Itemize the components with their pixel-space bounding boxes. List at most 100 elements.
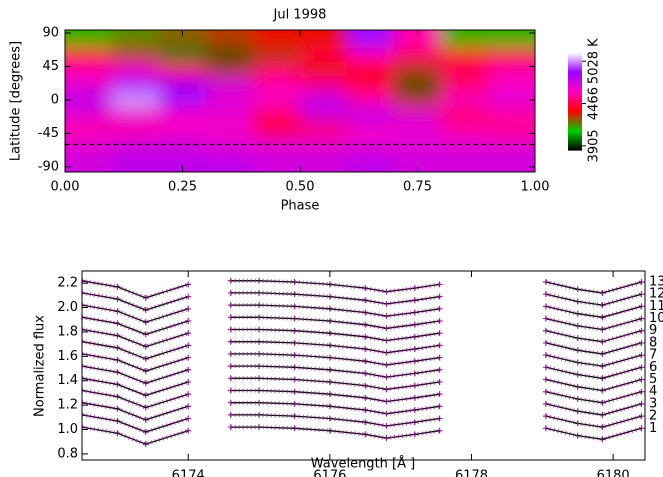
- colorbar-step: [568, 57, 582, 59]
- map-cell: [394, 92, 442, 108]
- map-cell: [347, 92, 395, 108]
- colorbar-step: [568, 87, 582, 89]
- colorbar-step: [568, 92, 582, 94]
- map-cell: [441, 92, 489, 108]
- colorbar-step: [568, 133, 582, 135]
- colorbar-step: [568, 90, 582, 92]
- spectra: [82, 277, 645, 448]
- model-line: [82, 341, 642, 360]
- map-cell: [253, 47, 301, 64]
- colorbar-step: [568, 59, 582, 61]
- map-cell: [206, 47, 254, 64]
- colorbar-step: [568, 64, 582, 66]
- colorbar-step: [568, 112, 582, 114]
- y-tick-label: 1.2: [57, 398, 78, 413]
- colorbar-step: [568, 129, 582, 131]
- observed-line: [82, 315, 643, 337]
- colorbar-step: [568, 97, 582, 99]
- map-cell: [300, 47, 348, 64]
- y-tick-label: 0: [51, 92, 59, 107]
- colorbar-step: [568, 79, 582, 81]
- map-cell: [253, 62, 301, 79]
- series-label: 13: [649, 274, 663, 289]
- colorbar-step: [568, 148, 582, 150]
- colorbar-step: [568, 135, 582, 137]
- colorbar-step: [568, 132, 582, 134]
- map-cell: [253, 107, 301, 123]
- colorbar-step: [568, 60, 582, 62]
- map-cell: [394, 62, 442, 79]
- series-label: 3: [649, 396, 657, 411]
- map-cell: [112, 137, 160, 153]
- map-cell: [347, 107, 395, 123]
- colorbar-step: [568, 119, 582, 121]
- colorbar-step: [568, 113, 582, 115]
- map-cell: [300, 77, 348, 93]
- colorbar-step: [568, 94, 582, 96]
- colorbar-step: [568, 52, 582, 54]
- observed-line: [82, 339, 643, 361]
- colorbar-step: [568, 73, 582, 75]
- map-cell: [206, 92, 254, 108]
- map-cell: [488, 77, 535, 93]
- map-cell: [65, 107, 113, 123]
- map: [65, 30, 535, 172]
- y-tick-label: 1.0: [57, 422, 78, 437]
- map-cell: [394, 47, 442, 64]
- map-cell: [253, 92, 301, 108]
- map-cell: [65, 151, 113, 172]
- map-cell: [347, 62, 395, 79]
- colorbar-step: [568, 106, 582, 108]
- map-cell: [112, 30, 160, 49]
- y-tick-label: 2.0: [57, 300, 78, 315]
- colorbar-step: [568, 98, 582, 100]
- observed-line: [82, 327, 643, 349]
- map-cell: [347, 47, 395, 64]
- y-tick-label: 90: [42, 25, 59, 40]
- map-cell: [65, 122, 113, 138]
- colorbar-step: [568, 72, 582, 74]
- map-cell: [347, 122, 395, 138]
- map-cell: [394, 107, 442, 123]
- colorbar-step: [568, 93, 582, 95]
- observed-line: [82, 303, 643, 325]
- colorbar-step: [568, 122, 582, 124]
- colorbar-step: [568, 104, 582, 106]
- colorbar-step: [568, 137, 582, 139]
- series-label: 12: [649, 287, 663, 302]
- series-label: 5: [649, 372, 657, 387]
- observed-line: [82, 351, 643, 374]
- colorbar-step: [568, 61, 582, 63]
- colorbar-step: [568, 77, 582, 79]
- model-line: [82, 316, 642, 336]
- colorbar-tick-label: 3905: [587, 129, 602, 162]
- colorbar-step: [568, 91, 582, 93]
- colorbar-step: [568, 142, 582, 144]
- map-cell: [112, 151, 160, 172]
- y-tick-label: 2.2: [57, 276, 78, 291]
- map-cell: [441, 107, 489, 123]
- map-cell: [159, 30, 207, 49]
- colorbar-step: [568, 146, 582, 148]
- observed-line: [82, 290, 643, 313]
- series-label: 10: [649, 311, 663, 326]
- map-cell: [206, 107, 254, 123]
- map-cell: [112, 77, 160, 93]
- map-cell: [300, 122, 348, 138]
- x-tick-label: 0.50: [286, 180, 315, 195]
- observed-line: [82, 376, 643, 398]
- map-cell: [394, 30, 442, 49]
- colorbar-step: [568, 88, 582, 90]
- map-cell: [300, 62, 348, 79]
- map-cell: [488, 47, 535, 64]
- map-cell: [300, 30, 348, 49]
- map-cell: [394, 151, 442, 172]
- map-cell: [206, 77, 254, 93]
- map-cell: [159, 92, 207, 108]
- map-cell: [65, 77, 113, 93]
- colorbar-step: [568, 114, 582, 116]
- model-line: [82, 280, 642, 299]
- colorbar-step: [568, 65, 582, 67]
- colorbar-step: [568, 138, 582, 140]
